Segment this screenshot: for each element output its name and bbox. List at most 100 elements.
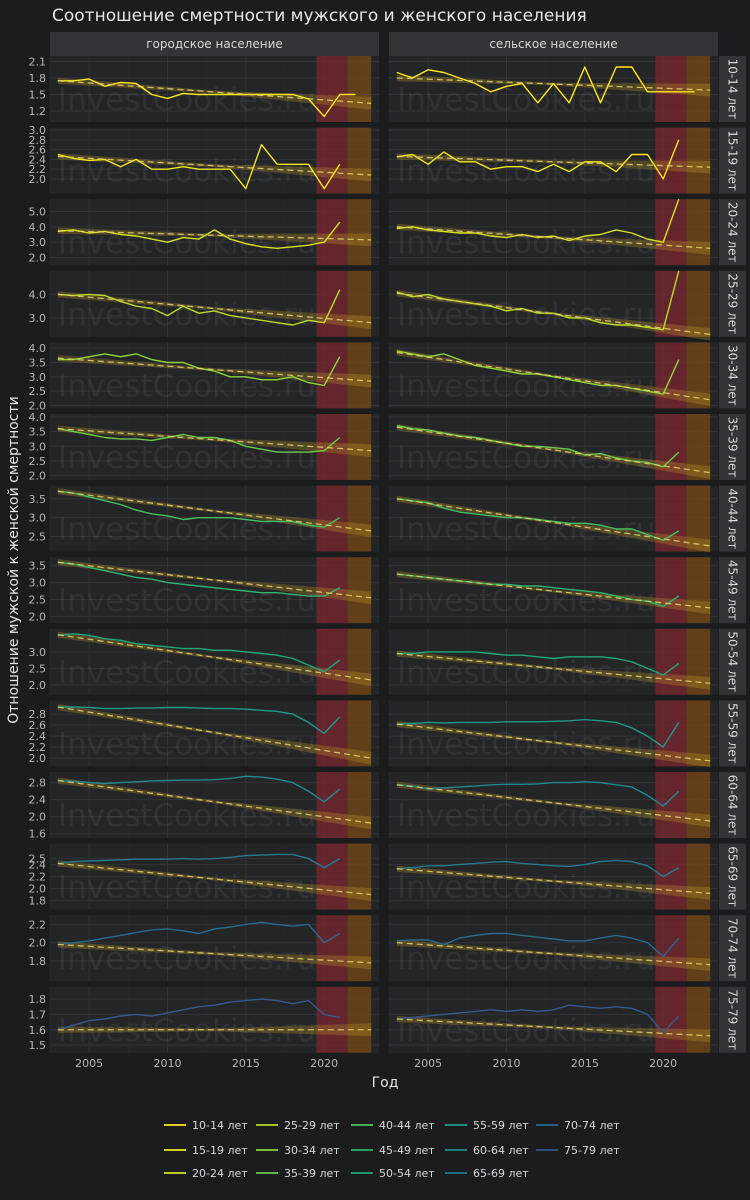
y-tick-label: 1.8 xyxy=(29,72,47,85)
series-line xyxy=(396,781,680,807)
row-strip-label: 75-79 лет xyxy=(725,989,739,1050)
shaded-period xyxy=(347,127,372,194)
facet-panel-rural: InvestCookies.ru xyxy=(388,772,718,838)
facet-panel-rural: InvestCookies.ru xyxy=(388,56,718,122)
facet-panel-rural: InvestCookies.ru xyxy=(388,127,718,194)
shaded-period xyxy=(686,557,711,624)
shaded-period xyxy=(347,700,372,767)
series-line xyxy=(396,425,680,468)
series-line xyxy=(396,1004,680,1034)
y-tick-label: 2.2 xyxy=(29,163,47,176)
series-line xyxy=(396,139,680,180)
facet-panel-rural: InvestCookies.ru xyxy=(388,915,718,982)
row-strip-label: 60-64 лет xyxy=(726,775,740,836)
watermark: InvestCookies.ru xyxy=(58,726,316,762)
row-strip-label: 45-49 лет xyxy=(726,560,740,621)
watermark: InvestCookies.ru xyxy=(58,655,316,691)
shaded-period xyxy=(316,270,348,337)
shaded-period xyxy=(347,628,372,695)
legend-background xyxy=(150,1107,634,1187)
y-tick-label: 1.8 xyxy=(29,955,47,968)
trend-confidence-band xyxy=(57,153,372,182)
trend-confidence-band xyxy=(396,650,711,690)
trend-confidence-band xyxy=(396,153,711,174)
y-tick-label: 2.0 xyxy=(29,173,47,186)
y-tick-label: 2.0 xyxy=(29,679,47,692)
x-tick-label: 2010 xyxy=(154,1057,182,1070)
legend-label: 75-79 лет xyxy=(564,1144,620,1157)
y-tick-label: 2.5 xyxy=(29,385,47,398)
shaded-period xyxy=(686,915,711,982)
y-tick-label: 3.0 xyxy=(29,577,47,590)
y-tick-label: 1.8 xyxy=(29,895,47,908)
y-tick-label: 2.5 xyxy=(29,531,47,544)
y-tick-label: 2.6 xyxy=(29,719,47,732)
shaded-period xyxy=(316,56,348,122)
shaded-period xyxy=(316,485,348,552)
x-tick-label: 2020 xyxy=(310,1057,338,1070)
row-strip-label: 40-44 лет xyxy=(726,488,740,549)
trend-line xyxy=(396,573,711,609)
y-tick-label: 3.0 xyxy=(29,646,47,659)
y-tick-label: 1.2 xyxy=(29,105,47,118)
trend-line xyxy=(57,230,372,241)
row-strip-label: 50-54 лет xyxy=(726,631,740,692)
row-strip xyxy=(719,843,746,910)
legend-label: 15-19 лет xyxy=(192,1144,248,1157)
y-tick-label: 3.5 xyxy=(29,426,47,439)
trend-line xyxy=(396,292,711,336)
shaded-period xyxy=(655,772,687,838)
y-tick-label: 3.0 xyxy=(29,512,47,525)
shaded-period xyxy=(347,557,372,624)
chart-title: Соотношение смертности мужского и женско… xyxy=(52,6,587,26)
y-tick-label: 2.4 xyxy=(29,730,47,743)
shaded-period xyxy=(316,557,348,624)
facet-panel-urban: InvestCookies.ru xyxy=(49,557,379,624)
row-strip xyxy=(719,270,746,337)
trend-confidence-band xyxy=(57,631,372,687)
facet-panel-urban: InvestCookies.ru xyxy=(49,843,379,910)
facet-panel-rural: InvestCookies.ru xyxy=(388,557,718,624)
shaded-period xyxy=(686,772,711,838)
y-tick-label: 3.5 xyxy=(29,560,47,573)
x-tick-label: 2010 xyxy=(493,1057,521,1070)
x-axis-title: Год xyxy=(372,1075,399,1091)
row-strip xyxy=(719,772,746,838)
y-tick-label: 2.0 xyxy=(29,811,47,824)
row-strip xyxy=(719,342,746,409)
shaded-period xyxy=(655,199,687,266)
shaded-period xyxy=(347,342,372,409)
series-line xyxy=(396,573,680,607)
shaded-period xyxy=(686,414,711,480)
y-tick-label: 1.5 xyxy=(29,89,47,102)
row-strip-label: 10-14 лет xyxy=(726,59,740,120)
legend-label: 35-39 лет xyxy=(284,1167,340,1180)
trend-confidence-band xyxy=(396,290,711,341)
y-tick-label: 3.5 xyxy=(29,493,47,506)
trend-line xyxy=(57,862,372,896)
y-tick-label: 2.6 xyxy=(29,144,47,157)
shaded-period xyxy=(655,557,687,624)
trend-confidence-band xyxy=(57,488,372,538)
trend-line xyxy=(57,561,372,599)
y-tick-label: 3.0 xyxy=(29,124,47,137)
y-tick-label: 4.0 xyxy=(29,342,47,355)
trend-confidence-band xyxy=(57,559,372,605)
trend-line xyxy=(57,779,372,824)
y-tick-label: 2.4 xyxy=(29,153,47,166)
facet-panel-rural: InvestCookies.ru xyxy=(388,270,718,341)
series-line xyxy=(396,270,680,331)
series-line xyxy=(57,428,341,453)
facet-panel-rural: InvestCookies.ru xyxy=(388,198,718,266)
facet-panel-urban: InvestCookies.ru xyxy=(49,56,379,122)
y-tick-label: 1.7 xyxy=(29,1008,47,1021)
legend: 10-14 лет 15-19 лет 20-24 лет 25-29 лет 30-3… xyxy=(150,1107,634,1187)
shaded-period xyxy=(347,199,372,266)
series-line xyxy=(396,651,680,676)
watermark: InvestCookies.ru xyxy=(397,726,655,762)
x-tick-label: 2015 xyxy=(232,1057,260,1070)
y-tick-label: 2.4 xyxy=(29,859,47,872)
trend-line xyxy=(57,634,372,681)
shaded-period xyxy=(347,414,372,480)
watermark: InvestCookies.ru xyxy=(58,297,316,333)
